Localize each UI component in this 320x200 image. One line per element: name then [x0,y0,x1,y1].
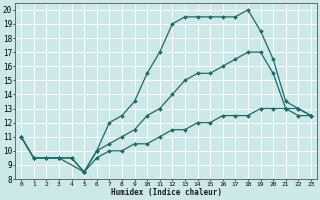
X-axis label: Humidex (Indice chaleur): Humidex (Indice chaleur) [110,188,221,197]
